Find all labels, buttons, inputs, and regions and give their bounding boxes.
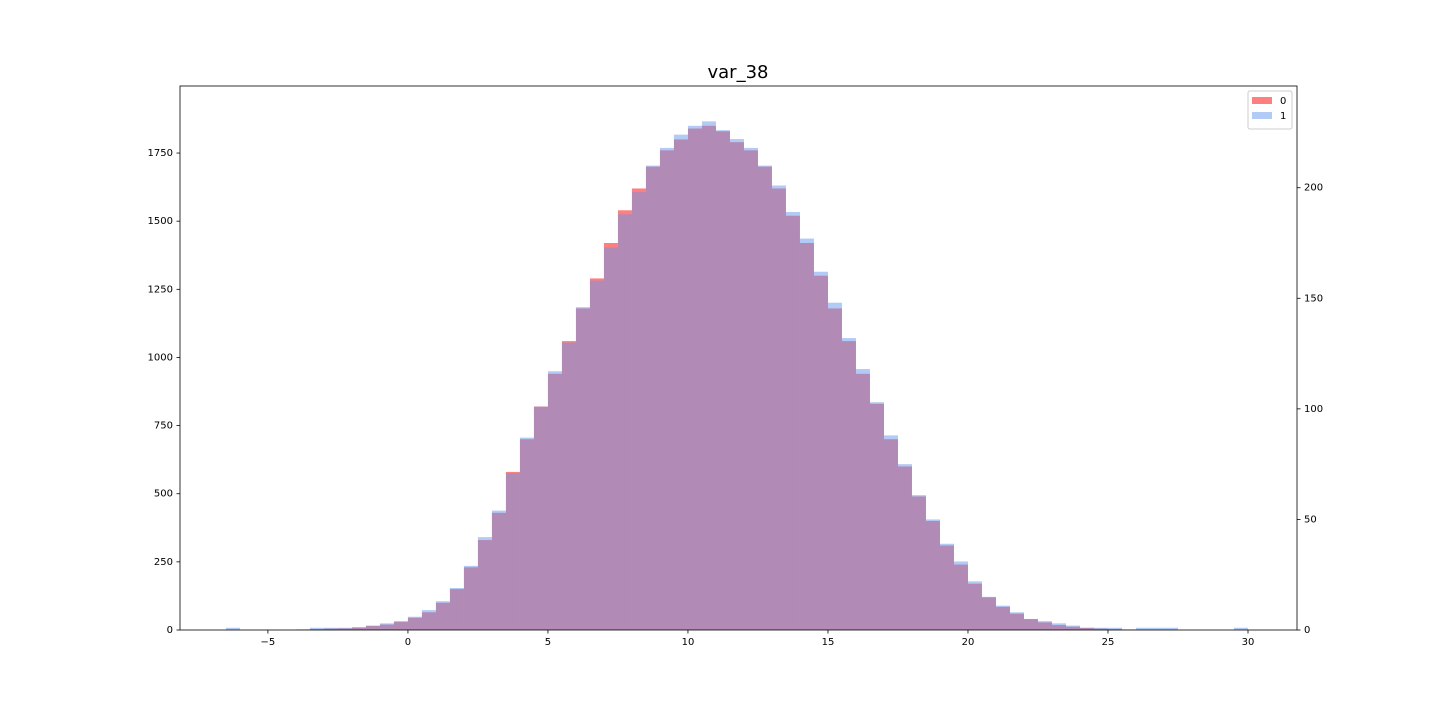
histogram-bar	[1051, 623, 1066, 630]
histogram-bar	[743, 147, 758, 630]
histogram-bar	[1023, 618, 1038, 630]
histogram-bar	[323, 627, 338, 630]
histogram-bar	[519, 437, 534, 630]
x-tick-label: 5	[545, 637, 551, 648]
histogram-bar	[603, 247, 618, 630]
histogram-bar	[491, 510, 506, 630]
x-tick-label: 15	[822, 637, 835, 648]
histogram-bar	[463, 565, 478, 630]
histogram-bar	[645, 165, 660, 631]
histogram-bar	[967, 581, 982, 630]
y2-tick-label: 0	[1304, 625, 1310, 636]
histogram-bar	[1079, 627, 1094, 630]
histogram-bar	[897, 464, 912, 630]
x-tick-label: 0	[405, 637, 411, 648]
histogram-bar	[687, 125, 702, 631]
histogram-bar	[869, 402, 884, 630]
histogram-bar	[1009, 612, 1024, 630]
histogram-bar	[1065, 625, 1080, 630]
y-tick-label: 1500	[148, 216, 173, 227]
histogram-bar	[617, 214, 632, 630]
histogram-bar	[1093, 627, 1108, 630]
histogram-bar	[379, 623, 394, 630]
histogram-bar	[939, 543, 954, 630]
histogram-bar	[659, 147, 674, 630]
histogram-bar	[729, 139, 744, 630]
histogram-bar	[631, 192, 646, 630]
y-tick-label: 1750	[148, 148, 173, 159]
histogram-bar	[533, 406, 548, 630]
histogram-bar	[757, 165, 772, 631]
histogram-bar	[309, 627, 324, 630]
histogram-bar	[841, 338, 856, 630]
histogram-bar	[1233, 627, 1248, 630]
histogram-bar	[911, 495, 926, 630]
histogram-bar	[995, 605, 1010, 630]
histogram-bar	[407, 616, 422, 630]
histogram-bar	[771, 185, 786, 630]
histogram-bar	[575, 307, 590, 630]
histogram-bar	[785, 212, 800, 631]
histogram-bar	[799, 238, 814, 630]
legend-label: 0	[1280, 96, 1286, 107]
y2-tick-label: 200	[1304, 183, 1323, 194]
histogram-bar	[561, 342, 576, 630]
plot-frame	[179, 85, 1298, 631]
histogram-bar	[351, 627, 366, 630]
histogram-bar	[337, 627, 352, 630]
x-tick-label: 20	[962, 637, 975, 648]
y-tick-label: 250	[154, 557, 173, 568]
legend-swatch	[1252, 97, 1272, 104]
y-tick-label: 1000	[148, 352, 173, 363]
y2-tick-label: 50	[1304, 514, 1317, 525]
legend-label: 1	[1280, 111, 1286, 122]
histogram-bar	[715, 130, 730, 630]
histogram-bar	[953, 561, 968, 630]
histogram-bar	[1135, 627, 1150, 630]
histogram-bar	[393, 621, 408, 630]
y-tick-label: 1250	[148, 284, 173, 295]
y-tick-label: 500	[154, 489, 173, 500]
chart-title: var_38	[708, 62, 769, 83]
histogram-bar	[365, 625, 380, 630]
histogram-bar	[701, 121, 716, 630]
y2-tick-label: 100	[1304, 404, 1323, 415]
histogram-bar	[505, 472, 520, 630]
histogram-bar	[673, 134, 688, 631]
histogram-bar	[813, 271, 828, 630]
x-tick-label: 25	[1102, 637, 1115, 648]
y-tick-label: 0	[167, 625, 173, 636]
histogram-bar	[981, 596, 996, 630]
x-tick-label: 10	[682, 637, 695, 648]
histogram-bar	[449, 587, 464, 630]
histogram-bar	[225, 627, 240, 630]
histogram-bar	[1149, 627, 1164, 630]
histogram-bar	[421, 610, 436, 630]
x-tick-label: −5	[261, 637, 276, 648]
legend-swatch	[1252, 112, 1272, 119]
y-tick-label: 750	[154, 421, 173, 432]
histogram-bar	[1037, 621, 1052, 630]
histogram-bar	[547, 371, 562, 630]
x-tick-label: 30	[1242, 637, 1255, 648]
histogram-bar	[1163, 627, 1178, 630]
histogram-bar	[589, 280, 604, 630]
histogram-bar	[827, 302, 842, 630]
histogram-bar	[925, 519, 940, 630]
histogram-bar	[855, 369, 870, 630]
histogram-bar	[435, 601, 450, 630]
y2-tick-label: 150	[1304, 293, 1323, 304]
histogram-bar	[477, 537, 492, 630]
histogram-bar	[1107, 627, 1122, 630]
histogram-bar	[883, 435, 898, 630]
